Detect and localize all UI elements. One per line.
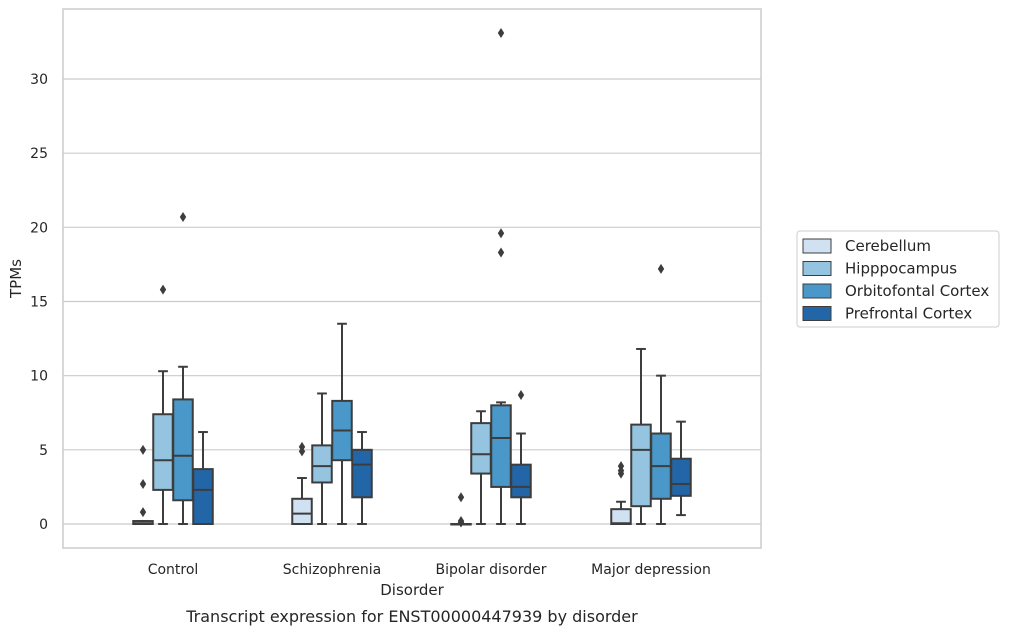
- legend-label: Prefrontal Cortex: [845, 305, 972, 323]
- box-body: [291, 497, 313, 525]
- outlier-point: [139, 507, 147, 518]
- box-body: [630, 423, 652, 508]
- outlier-point: [457, 492, 465, 503]
- outlier-point: [617, 461, 625, 472]
- box-orbitofontal-cortex: [650, 263, 672, 525]
- box-orbitofontal-cortex: [172, 211, 194, 525]
- box-hipppocampus: [311, 392, 333, 525]
- x-tick-label: Major depression: [591, 562, 711, 578]
- box-prefrontal-cortex: [192, 431, 214, 526]
- box-prefrontal-cortex: [510, 389, 532, 525]
- outlier-point: [139, 478, 147, 489]
- x-axis-ticks: Control Schizophrenia Bipolar disorder Majo…: [148, 562, 711, 578]
- box-hipppocampus: [152, 284, 174, 525]
- outlier-point: [497, 28, 505, 39]
- legend-swatch: [802, 306, 832, 321]
- box-body: [470, 422, 492, 475]
- box-hipppocampus: [470, 410, 492, 525]
- legend-frame: [796, 230, 1000, 328]
- outlier-point: [139, 444, 147, 455]
- legend: Cerebellum Hipppocampus Orbitofontal Corte…: [796, 230, 1000, 328]
- y-tick-label: 10: [30, 369, 48, 385]
- box-plot-series: [132, 28, 692, 528]
- box-orbitofontal-cortex: [331, 322, 353, 525]
- x-tick-label: Bipolar disorder: [435, 562, 546, 578]
- legend-swatch: [802, 261, 832, 276]
- outlier-point: [159, 284, 167, 295]
- outlier-point: [179, 211, 187, 222]
- box-body: [172, 398, 194, 502]
- box-body: [610, 508, 632, 525]
- legend-label: Hipppocampus: [845, 260, 957, 278]
- y-tick-label: 20: [30, 220, 48, 236]
- y-tick-label: 30: [30, 72, 48, 88]
- y-axis-title: TPMs: [7, 259, 25, 299]
- x-tick-label: Control: [148, 562, 199, 578]
- outlier-point: [497, 228, 505, 239]
- box-body: [192, 468, 214, 526]
- box-body: [510, 463, 532, 499]
- legend-swatch: [802, 283, 832, 299]
- box-body: [490, 404, 512, 488]
- box-body: [670, 457, 692, 497]
- plot-area-frame: [62, 8, 762, 549]
- outlier-point: [497, 247, 505, 258]
- box-body: [351, 448, 373, 499]
- legend-swatch: [802, 238, 832, 254]
- outlier-point: [457, 516, 465, 527]
- x-axis-title: Disorder: [380, 581, 444, 599]
- legend-label: Cerebellum: [845, 237, 931, 255]
- box-cerebellum: [610, 461, 632, 525]
- y-tick-label: 25: [30, 146, 48, 162]
- box-prefrontal-cortex: [351, 431, 373, 525]
- box-body: [311, 444, 333, 484]
- y-axis-ticks: 0 5 10 15 20 25 30: [30, 72, 48, 533]
- legend-label: Orbitofontal Cortex: [845, 282, 989, 300]
- box-cerebellum: [450, 492, 472, 528]
- outlier-point: [657, 263, 665, 274]
- outlier-point: [298, 441, 306, 452]
- box-body: [152, 413, 174, 491]
- box-orbitofontal-cortex: [490, 28, 512, 525]
- y-tick-label: 5: [39, 443, 48, 459]
- chart-caption: Transcript expression for ENST0000044793…: [185, 607, 638, 626]
- box-prefrontal-cortex: [670, 420, 692, 517]
- outlier-point: [517, 389, 525, 400]
- box-cerebellum: [291, 441, 313, 525]
- y-tick-label: 0: [39, 517, 48, 533]
- x-tick-label: Schizophrenia: [283, 562, 381, 578]
- y-tick-label: 15: [30, 295, 48, 311]
- box-cerebellum: [132, 444, 154, 525]
